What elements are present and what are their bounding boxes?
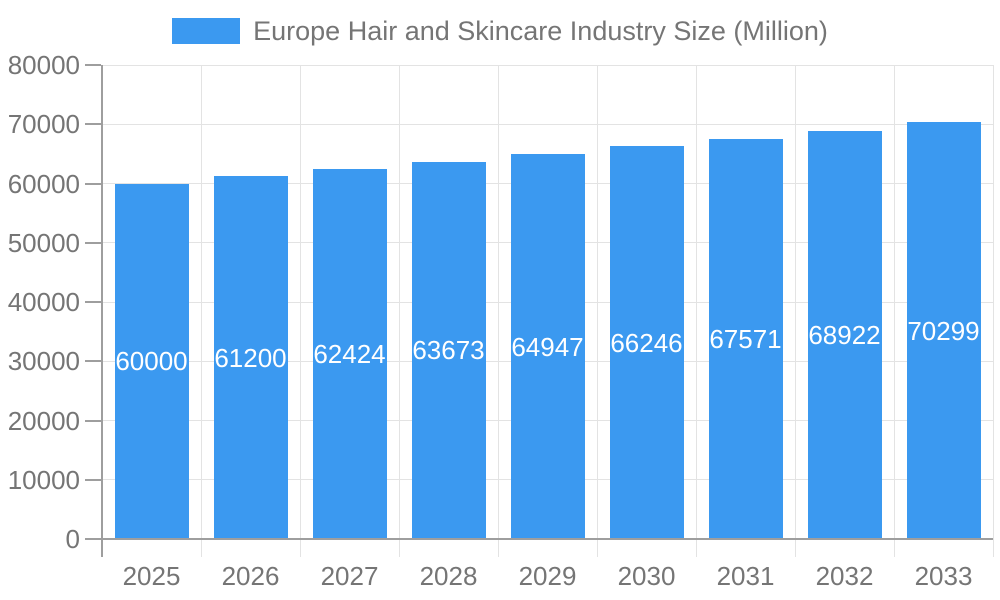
x-tick-label: 2028 — [419, 561, 478, 591]
x-tick-label: 2026 — [221, 561, 280, 591]
y-tick — [85, 478, 101, 481]
x-gridline — [596, 65, 598, 557]
bar — [312, 169, 387, 539]
y-gridline — [102, 64, 993, 66]
y-tick-label: 20000 — [7, 405, 80, 436]
bar-value-label: 60000 — [115, 346, 188, 377]
bar — [114, 183, 189, 539]
x-gridline — [398, 65, 400, 557]
bar-value-label: 61200 — [214, 342, 287, 373]
bar-value-label: 67571 — [709, 323, 782, 354]
bar-value-label: 62424 — [313, 339, 386, 370]
y-axis-line — [101, 65, 103, 557]
bar — [708, 138, 783, 539]
y-tick-label: 10000 — [7, 464, 80, 495]
y-tick-label: 0 — [65, 524, 80, 554]
y-tick — [85, 123, 101, 126]
y-tick — [85, 64, 101, 66]
y-tick-label: 40000 — [7, 287, 80, 317]
x-axis-line — [102, 538, 993, 540]
bar-value-label: 70299 — [907, 315, 980, 346]
y-tick-label: 70000 — [7, 109, 80, 140]
x-gridline — [893, 65, 895, 557]
y-tick-label: 80000 — [7, 50, 80, 80]
y-gridline — [102, 123, 993, 125]
y-tick — [85, 419, 101, 422]
x-gridline — [497, 65, 499, 557]
y-tick — [85, 301, 101, 303]
x-tick-label: 2032 — [815, 561, 874, 591]
y-tick — [85, 538, 101, 540]
bar — [807, 130, 882, 539]
y-tick — [85, 360, 101, 363]
y-tick-label: 50000 — [7, 227, 80, 258]
x-tick-label: 2029 — [518, 561, 577, 591]
bar-value-label: 64947 — [511, 331, 584, 362]
y-tick — [85, 241, 101, 244]
x-gridline — [794, 65, 796, 557]
bar-value-label: 68922 — [808, 319, 881, 350]
bar — [213, 176, 288, 539]
y-tick — [85, 182, 101, 185]
x-gridline — [695, 65, 697, 557]
x-gridline — [992, 65, 994, 557]
x-tick-label: 2027 — [320, 561, 379, 591]
bar — [906, 122, 981, 539]
x-tick-label: 2025 — [122, 561, 181, 591]
y-tick-label: 60000 — [7, 168, 80, 199]
chart-legend: Europe Hair and Skincare Industry Size (… — [0, 16, 1000, 46]
bar — [510, 154, 585, 539]
bar-value-label: 63673 — [412, 335, 485, 366]
chart-title: Europe Hair and Skincare Industry Size (… — [253, 16, 828, 46]
y-tick-label: 30000 — [7, 346, 80, 377]
x-tick-label: 2033 — [914, 561, 973, 591]
bar — [411, 161, 486, 539]
legend-swatch — [172, 18, 241, 44]
x-gridline — [200, 65, 202, 557]
x-gridline — [299, 65, 301, 557]
x-tick-label: 2030 — [617, 561, 676, 591]
x-tick-label: 2031 — [716, 561, 775, 591]
bar-value-label: 66246 — [610, 327, 683, 358]
bar — [609, 146, 684, 539]
